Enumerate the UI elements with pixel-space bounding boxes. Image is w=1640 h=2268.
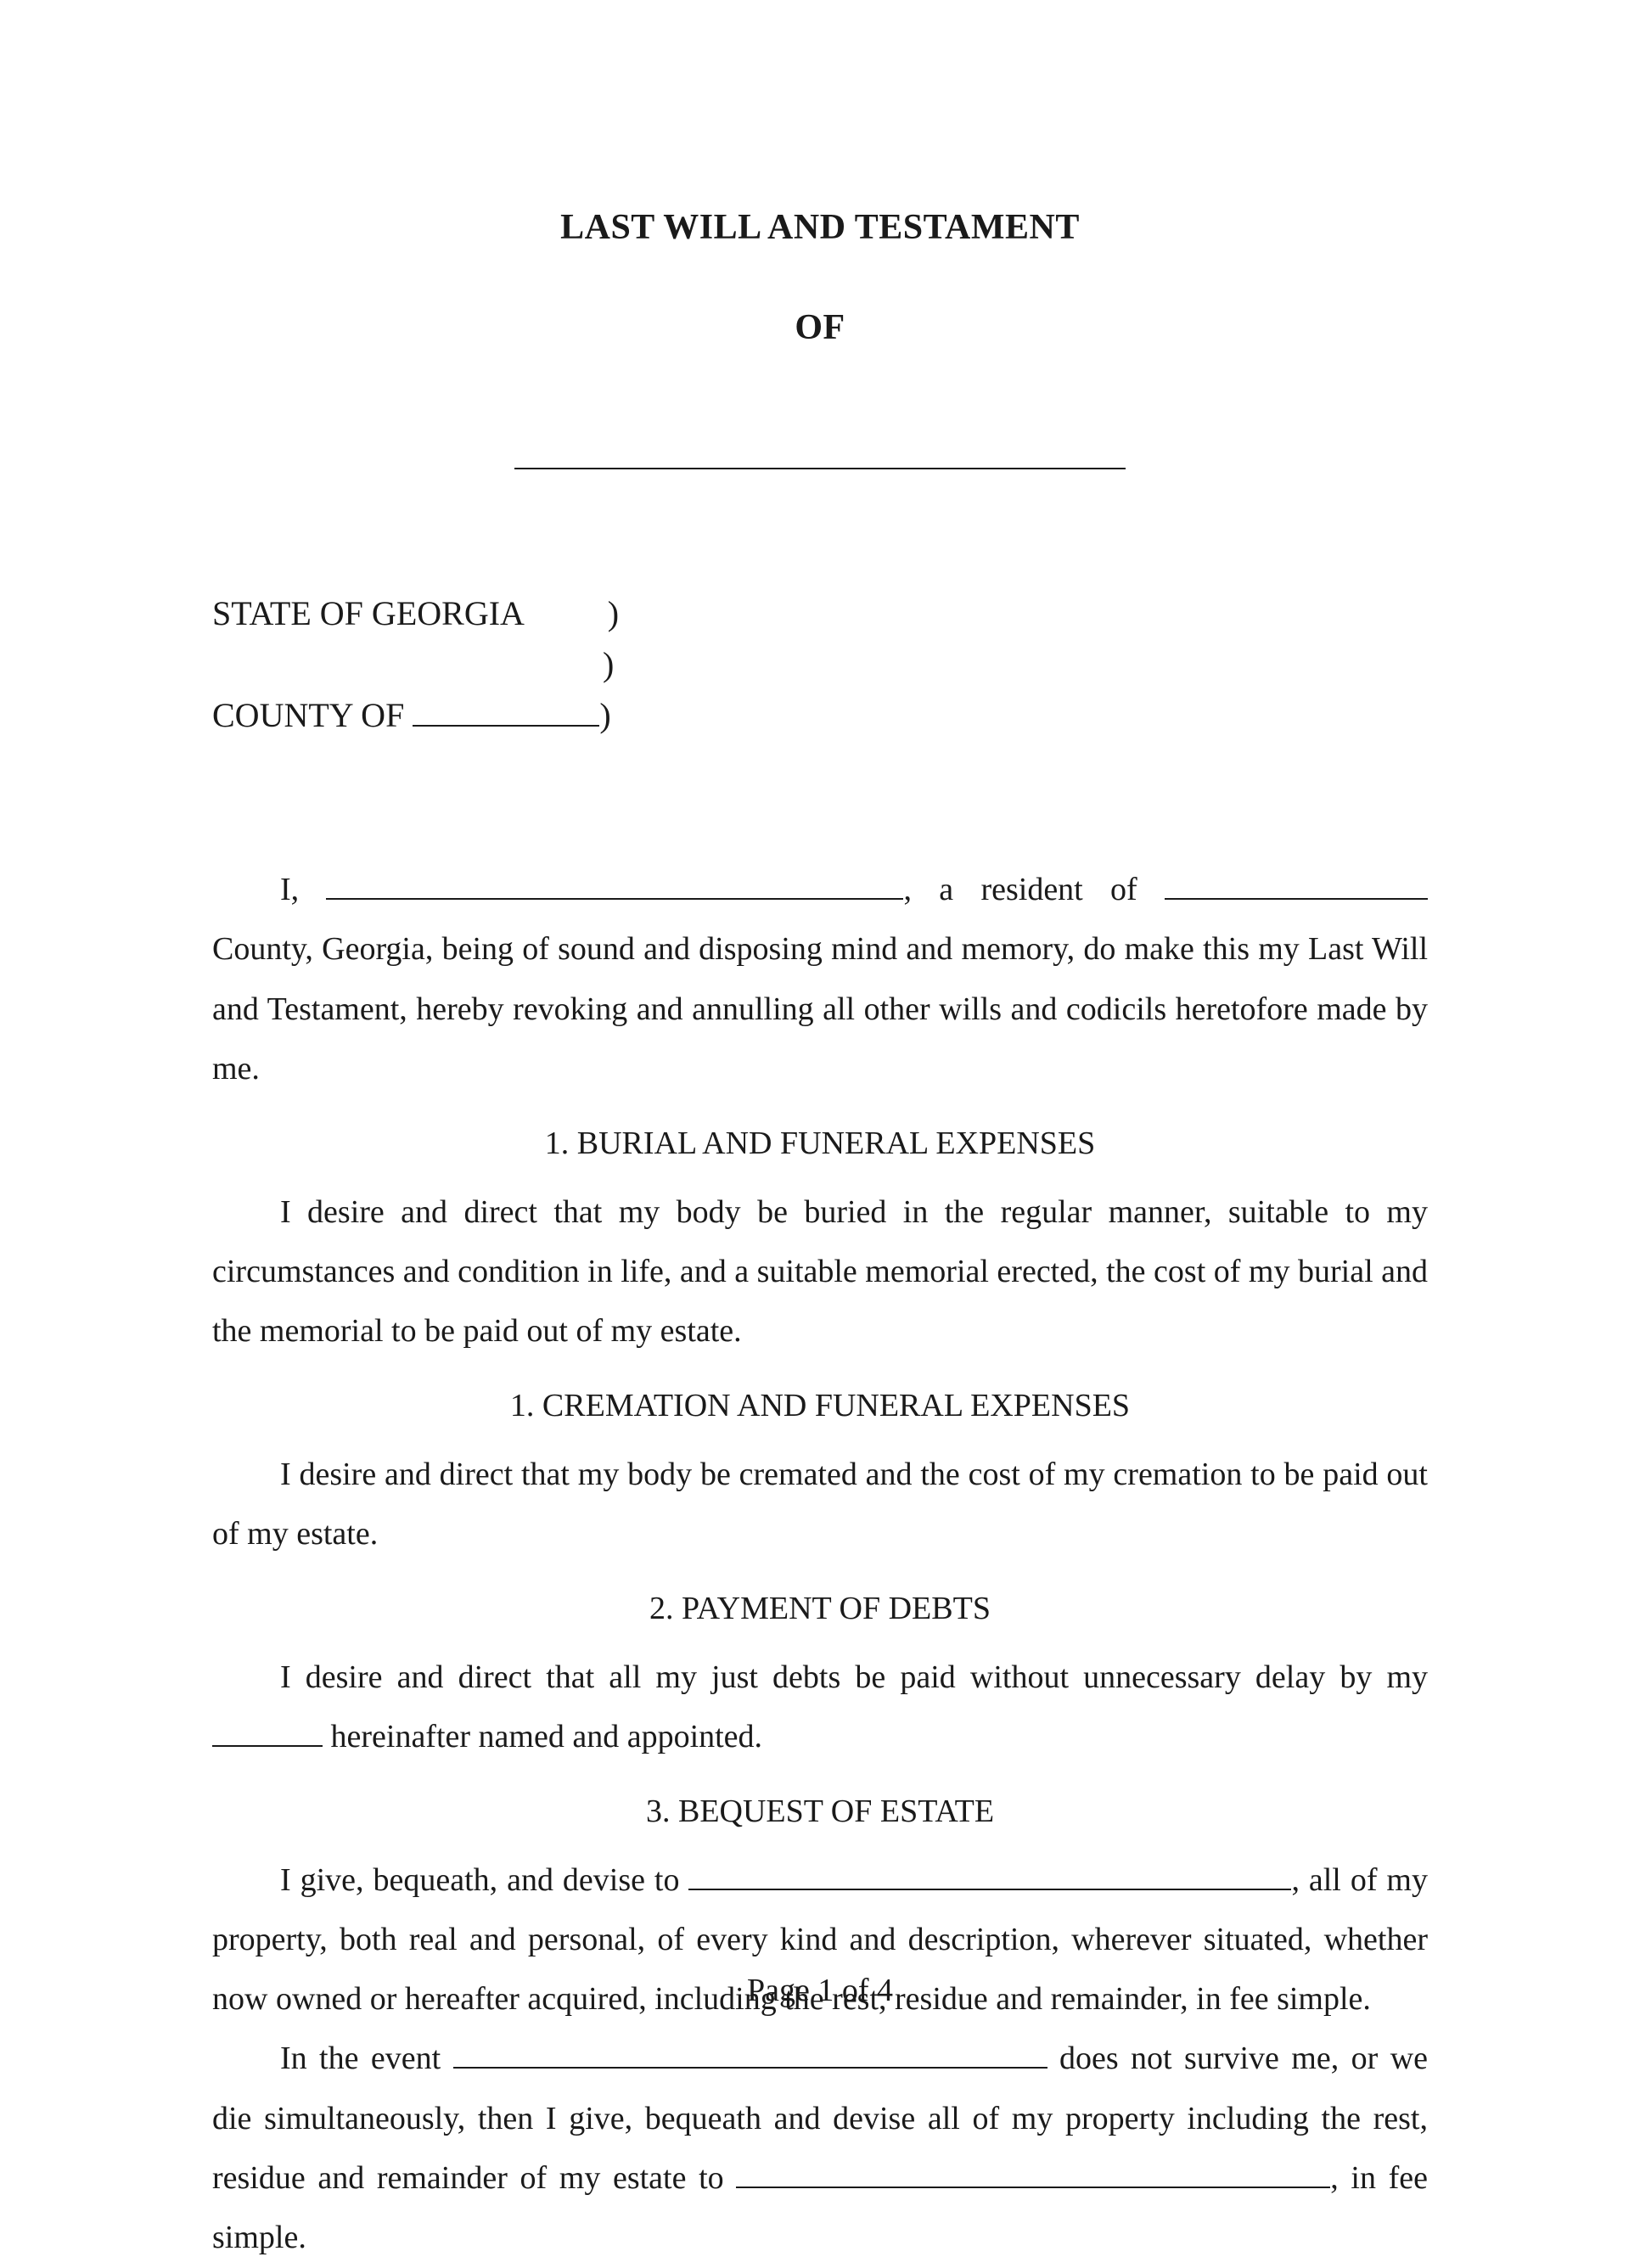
title-line-1: LAST WILL AND TESTAMENT — [212, 195, 1428, 261]
s3-p2-blank2 — [736, 2154, 1330, 2188]
s2-blank — [212, 1713, 323, 1747]
paren: ) — [599, 696, 610, 734]
section-3-head: 3. BEQUEST OF ESTATE — [212, 1782, 1428, 1841]
s2-suffix: hereinafter named and appointed. — [323, 1719, 762, 1754]
intro-prefix: I, — [280, 872, 299, 907]
paren-line: ) — [212, 639, 1428, 690]
county-line: COUNTY OF ) — [212, 690, 1428, 741]
section-2-head: 2. PAYMENT OF DEBTS — [212, 1579, 1428, 1638]
title-block: LAST WILL AND TESTAMENT OF — [212, 195, 1428, 469]
intro-mid2: County, — [212, 931, 313, 967]
intro-name-blank — [326, 866, 903, 900]
testator-name-blank — [212, 403, 1428, 469]
intro-mid1: , a resident of — [903, 872, 1137, 907]
intro-paragraph: I, , a resident of County, Georgia, bein… — [212, 860, 1428, 1098]
county-blank — [413, 691, 599, 727]
section-3-p2: In the event does not survive me, or we … — [212, 2029, 1428, 2267]
section-1b-head: 1. CREMATION AND FUNERAL EXPENSES — [212, 1376, 1428, 1435]
s3-p1-blank — [688, 1856, 1291, 1890]
intro-rest: Georgia, being of sound and disposing mi… — [212, 931, 1428, 1086]
section-1b-body: I desire and direct that my body be crem… — [212, 1445, 1428, 1564]
intro-county-blank — [1165, 866, 1428, 900]
s3-p2-prefix: In the event — [280, 2041, 453, 2076]
state-spacer — [523, 594, 608, 632]
jurisdiction-block: STATE OF GEORGIA ) ) COUNTY OF ) — [212, 588, 1428, 741]
paren: ) — [608, 594, 619, 632]
s3-p1-prefix: I give, bequeath, and devise to — [280, 1862, 688, 1898]
s3-p2-blank1 — [453, 2035, 1047, 2069]
title-line-2: OF — [212, 295, 1428, 362]
document-page: LAST WILL AND TESTAMENT OF STATE OF GEOR… — [0, 0, 1640, 2122]
section-2-body: I desire and direct that all my just deb… — [212, 1648, 1428, 1767]
body-text: I, , a resident of County, Georgia, bein… — [212, 860, 1428, 2268]
paren: ) — [603, 645, 614, 683]
page-number: Page 1 of 4 — [747, 1973, 893, 2008]
state-label: STATE OF GEORGIA — [212, 594, 523, 632]
state-line: STATE OF GEORGIA ) — [212, 588, 1428, 639]
county-label: COUNTY OF — [212, 696, 404, 734]
section-1a-body: I desire and direct that my body be buri… — [212, 1182, 1428, 1361]
paren-spacer — [212, 645, 603, 683]
page-footer: Page 1 of 4 — [0, 1961, 1640, 2020]
section-1a-head: 1. BURIAL AND FUNERAL EXPENSES — [212, 1114, 1428, 1173]
s2-prefix: I desire and direct that all my just deb… — [280, 1659, 1428, 1695]
